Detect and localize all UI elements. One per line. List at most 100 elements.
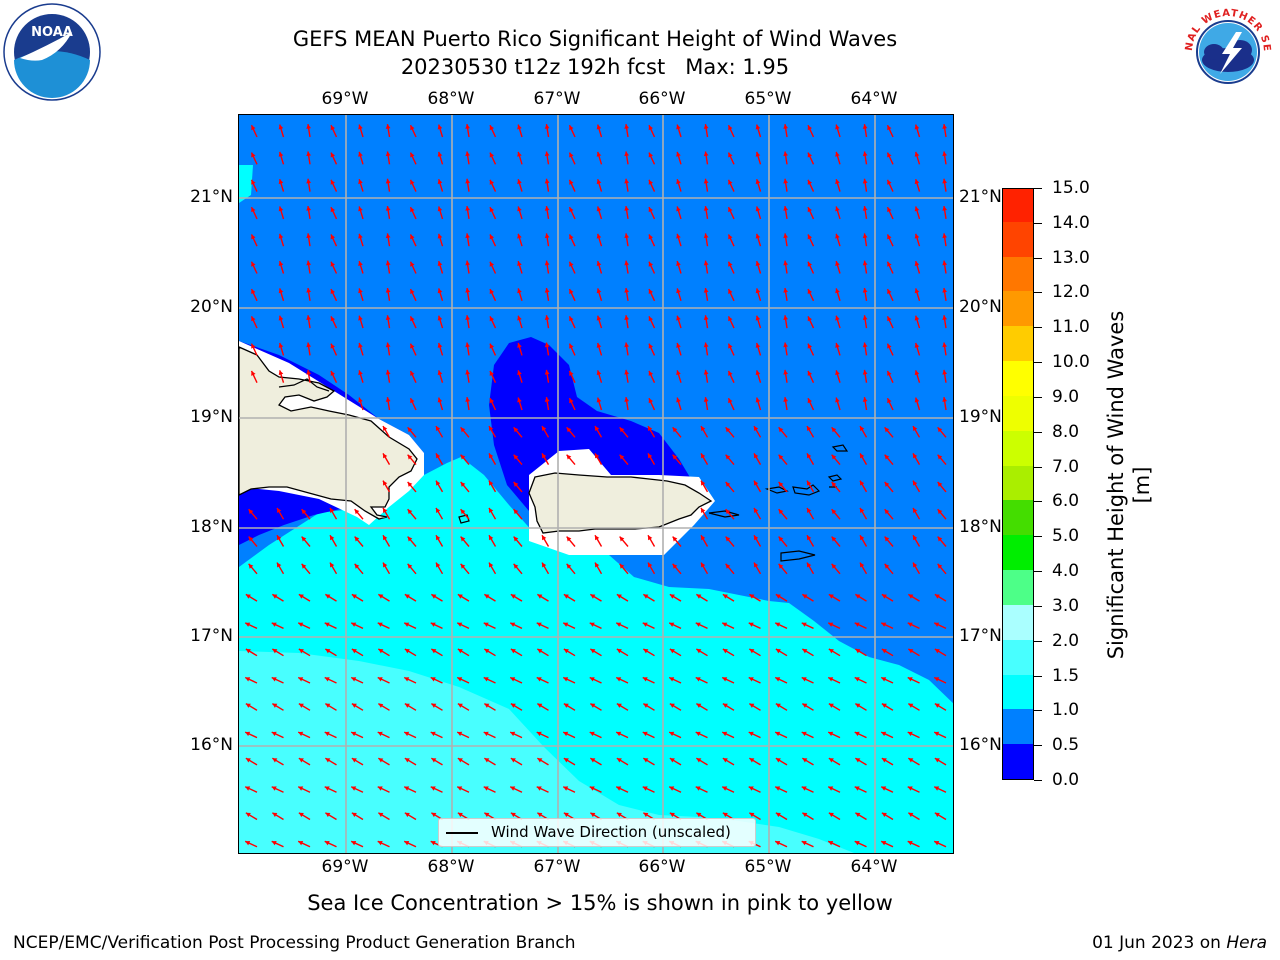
- wave-direction-arrow: [563, 757, 576, 766]
- wave-direction-arrow: [596, 315, 603, 329]
- wave-direction-arrow: [354, 536, 364, 547]
- wave-direction-arrow: [297, 622, 311, 630]
- wave-direction-arrow: [880, 622, 894, 630]
- wave-direction-arrow: [596, 151, 603, 165]
- wave-direction-arrow: [755, 342, 762, 356]
- wave-direction-arrow: [783, 287, 789, 301]
- wave-direction-arrow: [244, 622, 258, 630]
- wave-direction-arrow: [350, 840, 364, 848]
- wave-direction-arrow: [483, 786, 496, 793]
- wave-direction-arrow: [807, 343, 815, 356]
- wave-direction-arrow: [862, 178, 868, 192]
- wave-direction-arrow: [748, 812, 761, 821]
- wave-direction-arrow: [271, 703, 284, 711]
- wave-direction-arrow: [278, 342, 285, 356]
- colorbar-tick-label: 14.0: [1052, 212, 1090, 233]
- wave-direction-arrow: [755, 315, 762, 329]
- wave-direction-arrow: [435, 534, 444, 547]
- wave-direction-arrow: [488, 452, 497, 465]
- wave-direction-arrow: [827, 840, 841, 848]
- wave-direction-arrow: [624, 315, 630, 329]
- wave-direction-arrow: [409, 206, 417, 220]
- wave-direction-arrow: [330, 206, 338, 220]
- wave-direction-arrow: [695, 731, 708, 739]
- wave-direction-arrow: [827, 622, 841, 630]
- wave-direction-arrow: [912, 507, 921, 520]
- wave-direction-arrow: [725, 426, 735, 438]
- wave-direction-arrow: [668, 622, 682, 630]
- wave-direction-arrow: [806, 534, 815, 547]
- wave-direction-arrow: [250, 179, 258, 192]
- wave-direction-arrow: [835, 260, 841, 274]
- wave-direction-arrow: [306, 260, 312, 274]
- wave-direction-arrow: [541, 425, 550, 438]
- wave-direction-arrow: [377, 731, 390, 739]
- wave-direction-arrow: [510, 757, 523, 766]
- colorbar-tick-mark: [1034, 292, 1042, 294]
- wave-direction-arrow: [245, 593, 258, 602]
- wave-direction-arrow: [648, 370, 656, 383]
- wave-direction-arrow: [775, 703, 788, 711]
- wave-direction-arrow: [509, 731, 523, 739]
- wave-direction-arrow: [755, 233, 762, 247]
- lat-tick-right: 21°N: [959, 187, 1002, 207]
- wave-direction-arrow: [407, 454, 417, 466]
- wave-direction-arrow: [648, 261, 656, 274]
- wave-direction-arrow: [914, 124, 921, 138]
- wave-direction-arrow: [298, 648, 311, 657]
- wave-direction-arrow: [862, 287, 868, 301]
- wave-direction-arrow: [544, 151, 550, 165]
- wave-direction-arrow: [672, 426, 682, 438]
- wave-direction-arrow: [244, 676, 258, 684]
- wave-direction-arrow: [298, 757, 311, 766]
- wave-direction-arrow: [854, 622, 867, 630]
- wave-direction-arrow: [884, 508, 894, 520]
- lon-tick-bottom: 69°W: [321, 857, 369, 877]
- wave-direction-arrow: [456, 731, 470, 739]
- wave-direction-arrow: [703, 151, 709, 165]
- wave-direction-arrow: [937, 426, 947, 438]
- wave-direction-arrow: [513, 481, 523, 493]
- wave-direction-arrow: [596, 342, 603, 356]
- wave-direction-arrow: [725, 454, 735, 466]
- colorbar-tick-mark: [1034, 605, 1042, 607]
- wave-direction-arrow: [753, 452, 762, 465]
- vieques-island: [708, 510, 740, 518]
- wave-direction-arrow: [306, 315, 312, 329]
- wave-direction-arrow: [783, 369, 789, 383]
- wave-direction-arrow: [377, 676, 390, 684]
- wave-direction-arrow: [377, 840, 390, 848]
- wave-direction-arrow: [594, 562, 603, 575]
- wave-direction-arrow: [437, 178, 444, 192]
- noaa-logo-text: NOAA: [31, 25, 73, 40]
- wave-direction-arrow: [351, 812, 364, 821]
- wave-direction-arrow: [330, 179, 338, 192]
- wave-direction-arrow: [563, 593, 576, 602]
- wave-direction-arrow: [517, 397, 523, 411]
- lat-tick-right: 19°N: [959, 407, 1002, 427]
- wave-direction-arrow: [513, 508, 523, 520]
- wave-direction-arrow: [700, 425, 709, 438]
- wave-direction-arrow: [324, 731, 337, 739]
- wave-direction-arrow: [827, 731, 841, 739]
- wave-direction-arrow: [483, 676, 496, 684]
- wave-direction-arrow: [884, 481, 894, 493]
- wave-direction-arrow: [358, 151, 364, 165]
- wave-direction-arrow: [725, 563, 735, 575]
- wave-direction-arrow: [407, 508, 417, 520]
- wave-direction-arrow: [271, 812, 284, 821]
- wave-direction-arrow: [488, 562, 497, 575]
- wave-direction-arrow: [483, 622, 496, 630]
- wave-direction-arrow: [755, 370, 762, 383]
- wave-direction-arrow: [382, 507, 391, 520]
- wave-direction-arrow: [403, 786, 417, 793]
- wave-direction-arrow: [914, 288, 921, 302]
- wave-direction-arrow: [297, 676, 311, 684]
- wave-direction-arrow: [722, 648, 735, 657]
- wave-direction-arrow: [566, 426, 576, 438]
- wave-direction-arrow: [907, 812, 920, 821]
- wave-direction-arrow: [615, 731, 629, 739]
- wave-direction-arrow: [854, 812, 867, 821]
- wave-direction-arrow: [700, 562, 709, 575]
- wave-direction-arrow: [835, 178, 841, 192]
